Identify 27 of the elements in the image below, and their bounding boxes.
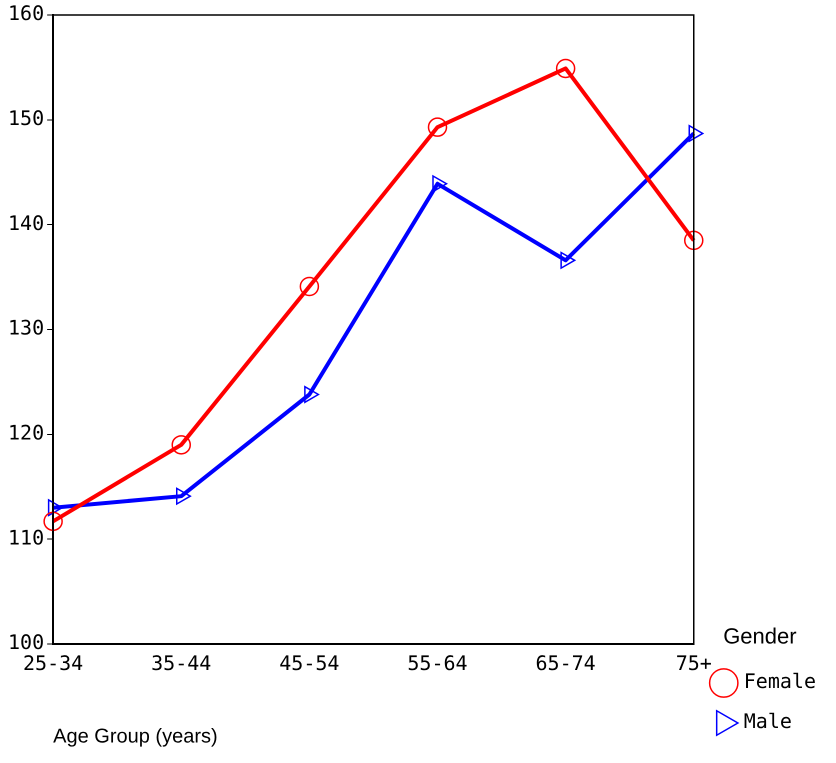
x-tick-label: 45-54 [279, 651, 340, 676]
point [43, 512, 63, 532]
legend-label: Male [744, 709, 792, 734]
x-tick-label: 75+ [676, 651, 712, 676]
y-tick-label: 120 [8, 420, 44, 445]
point [556, 58, 576, 78]
x-tick-label: 35-44 [151, 651, 212, 676]
y-tick-label: 140 [8, 210, 44, 235]
legend-label: Female [744, 669, 816, 694]
point [684, 230, 704, 250]
point [432, 175, 448, 192]
point [172, 435, 191, 455]
y-tick-label: 110 [8, 525, 44, 550]
x-tick-label: 65-74 [536, 651, 596, 676]
point [688, 124, 704, 142]
x-axis-title: Age Group (years) [53, 726, 218, 748]
point [48, 499, 63, 516]
x-tick-label: 55-64 [407, 651, 468, 676]
point [304, 386, 320, 404]
y-tick-label: 160 [8, 1, 44, 26]
point [176, 488, 191, 505]
point [428, 117, 448, 137]
y-tick-label: 150 [8, 106, 44, 130]
y-tick-label: 130 [8, 316, 44, 340]
point [300, 276, 320, 296]
point [560, 252, 576, 269]
legend-title: Gender [723, 624, 797, 649]
